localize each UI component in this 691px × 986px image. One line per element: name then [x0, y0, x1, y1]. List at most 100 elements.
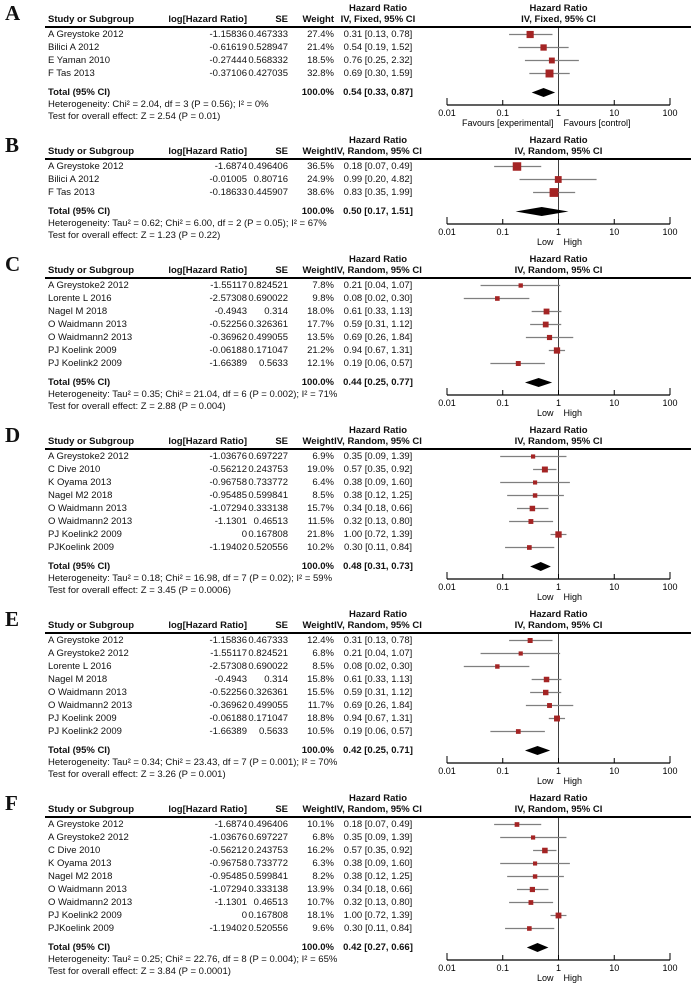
weight-value: 32.8%: [307, 68, 334, 79]
col-header-weight: Weight: [302, 14, 335, 25]
col-header-se: SE: [275, 265, 288, 276]
log-hazard-ratio-value: -0.52256: [209, 319, 247, 330]
study-name: F Tas 2013: [48, 187, 95, 198]
ci-text: 0.34 [0.18, 0.66]: [343, 884, 413, 895]
standard-error-value: 0.690022: [248, 293, 288, 304]
ci-text: 0.57 [0.35, 0.92]: [343, 464, 413, 475]
table-row: Nagel M2 2018 -0.95485 0.599841 8.2% 0.38 [0…: [45, 870, 691, 883]
col-header-weight: Weight: [302, 436, 335, 447]
weight-value: 6.8%: [312, 648, 334, 659]
panel-body: Hazard Ratio Hazard Ratio Study or Subgrou…: [45, 254, 691, 421]
table-row: K Oyama 2013 -0.96758 0.733772 6.4% 0.38 [0.…: [45, 476, 691, 489]
table-row: O Waidmann2 2013 -1.1301 0.46513 10.7% 0.32 …: [45, 896, 691, 909]
weight-value: 19.0%: [307, 464, 334, 475]
log-hazard-ratio-value: -0.06188: [209, 713, 247, 724]
header-row-effect: Hazard Ratio Hazard Ratio: [45, 3, 691, 14]
log-hazard-ratio-value: -1.55117: [210, 280, 247, 291]
table-row: A Greystoke 2012 -1.6874 0.496406 36.5% 0.18…: [45, 160, 691, 173]
col-header-study: Study or Subgroup: [48, 14, 135, 25]
study-name: A Greystoke2 2012: [48, 832, 129, 843]
standard-error-value: 0.243753: [248, 845, 288, 856]
hazard-ratio-plot-title: Hazard Ratio: [529, 3, 588, 14]
col-header-ci: IV, Random, 95% CI: [334, 620, 422, 631]
ci-text: 0.69 [0.26, 1.84]: [343, 700, 413, 711]
hazard-ratio-plot-title: Hazard Ratio: [529, 609, 588, 620]
table-row: PJKoelink 2009 -1.19402 0.520556 10.2% 0.30 …: [45, 541, 691, 554]
study-name: A Greystoke2 2012: [48, 451, 129, 462]
study-name: C Dive 2010: [48, 464, 101, 475]
ci-text: 0.69 [0.26, 1.84]: [343, 332, 413, 343]
table-row: A Greystoke 2012 -1.15836 0.467333 27.4% 0.3…: [45, 28, 691, 41]
hazard-ratio-plot-title: Hazard Ratio: [529, 425, 588, 436]
study-name: O Waidmann2 2013: [48, 700, 133, 711]
total-label: Total (95% CI): [48, 206, 111, 217]
total-row: Total (95% CI) 100.0% 0.48 [0.31, 0.73]: [45, 560, 691, 573]
study-name: E Yaman 2010: [48, 55, 110, 66]
panel-label: D: [5, 423, 21, 447]
log-hazard-ratio-value: -1.6874: [214, 819, 247, 830]
hazard-ratio-column-title: Hazard Ratio: [348, 609, 408, 620]
total-label: Total (95% CI): [48, 942, 111, 953]
total-label: Total (95% CI): [48, 745, 111, 756]
ci-text: 1.00 [0.72, 1.39]: [343, 910, 413, 921]
table-row: Lorente L 2016 -2.57308 0.690022 8.5% 0.08 […: [45, 660, 691, 673]
col-header-ci: IV, Random, 95% CI: [334, 436, 422, 447]
col-header-se: SE: [275, 146, 288, 157]
ci-text: 0.21 [0.04, 1.07]: [343, 648, 413, 659]
log-hazard-ratio-value: -0.36962: [209, 332, 247, 343]
weight-value: 18.5%: [307, 55, 334, 66]
ci-text: 0.35 [0.09, 1.39]: [343, 832, 413, 843]
panel-label: E: [5, 607, 20, 631]
total-label: Total (95% CI): [48, 87, 111, 98]
table-row: O Waidmann2 2013 -0.36962 0.499055 11.7% 0.6…: [45, 699, 691, 712]
log-hazard-ratio-value: 0: [241, 529, 247, 540]
total-ci-text: 0.42 [0.27, 0.66]: [343, 942, 413, 953]
weight-value: 17.7%: [307, 319, 334, 330]
log-hazard-ratio-value: -0.18633: [209, 187, 247, 198]
weight-value: 12.1%: [307, 358, 334, 369]
ci-text: 0.30 [0.11, 0.84]: [344, 923, 412, 934]
standard-error-value: 0.496406: [248, 161, 288, 172]
standard-error-value: 0.499055: [248, 700, 288, 711]
total-weight: 100.0%: [301, 561, 334, 572]
log-hazard-ratio-value: -0.52256: [209, 687, 247, 698]
standard-error-value: 0.733772: [248, 477, 288, 488]
col-header-ci: IV, Random, 95% CI: [334, 265, 422, 276]
panel-C: C Hazard Ratio Hazard Ratio Study or Subgro…: [0, 254, 691, 421]
standard-error-value: 0.243753: [248, 464, 288, 475]
standard-error-value: 0.568332: [248, 55, 288, 66]
header-row-effect: Hazard Ratio Hazard Ratio: [45, 793, 691, 804]
table-row: O Waidmann 2013 -1.07294 0.333138 13.9% 0.34…: [45, 883, 691, 896]
ci-text: 0.99 [0.20, 4.82]: [343, 174, 413, 185]
table-row: A Greystoke2 2012 -1.55117 0.824521 6.8% 0.2…: [45, 647, 691, 660]
weight-value: 8.5%: [312, 661, 334, 672]
panel-body: Hazard Ratio Hazard Ratio Study or Subgrou…: [45, 3, 691, 131]
ci-text: 0.18 [0.07, 0.49]: [343, 161, 413, 172]
ci-text: 0.76 [0.25, 2.32]: [343, 55, 413, 66]
heterogeneity-text: Heterogeneity: Tau² = 0.18; Chi² = 16.98…: [48, 573, 333, 584]
header-row-effect: Hazard Ratio Hazard Ratio: [45, 425, 691, 436]
standard-error-value: 0.520556: [248, 542, 288, 553]
table-row: O Waidmann2 2013 -1.1301 0.46513 11.5% 0.32 …: [45, 515, 691, 528]
weight-value: 15.7%: [307, 503, 334, 514]
col-header-log-hr: log[Hazard Ratio]: [168, 804, 247, 815]
total-weight: 100.0%: [301, 745, 334, 756]
weight-value: 21.8%: [307, 529, 334, 540]
study-name: Nagel M 2018: [48, 674, 108, 685]
total-ci-text: 0.50 [0.17, 1.51]: [343, 206, 413, 217]
study-name: Lorente L 2016: [48, 293, 112, 304]
hazard-ratio-plot-title: Hazard Ratio: [529, 135, 588, 146]
standard-error-value: 0.690022: [248, 661, 288, 672]
ci-text: 0.08 [0.02, 0.30]: [343, 661, 413, 672]
standard-error-value: 0.167808: [248, 910, 288, 921]
table-row: Nagel M2 2018 -0.95485 0.599841 8.5% 0.38 [0…: [45, 489, 691, 502]
ci-text: 0.57 [0.35, 0.92]: [343, 845, 413, 856]
total-weight: 100.0%: [301, 942, 334, 953]
ci-text: 0.69 [0.30, 1.59]: [343, 68, 413, 79]
table-row: F Tas 2013 -0.18633 0.445907 38.6% 0.83 [0.3…: [45, 186, 691, 199]
table-row: A Greystoke 2012 -1.6874 0.496406 10.1% 0.18…: [45, 818, 691, 831]
study-name: O Waidmann2 2013: [48, 897, 133, 908]
weight-value: 8.5%: [312, 490, 334, 501]
header-rule: [45, 26, 691, 28]
table-row: Nagel M 2018 -0.4943 0.314 18.0% 0.61 [0.33,…: [45, 305, 691, 318]
